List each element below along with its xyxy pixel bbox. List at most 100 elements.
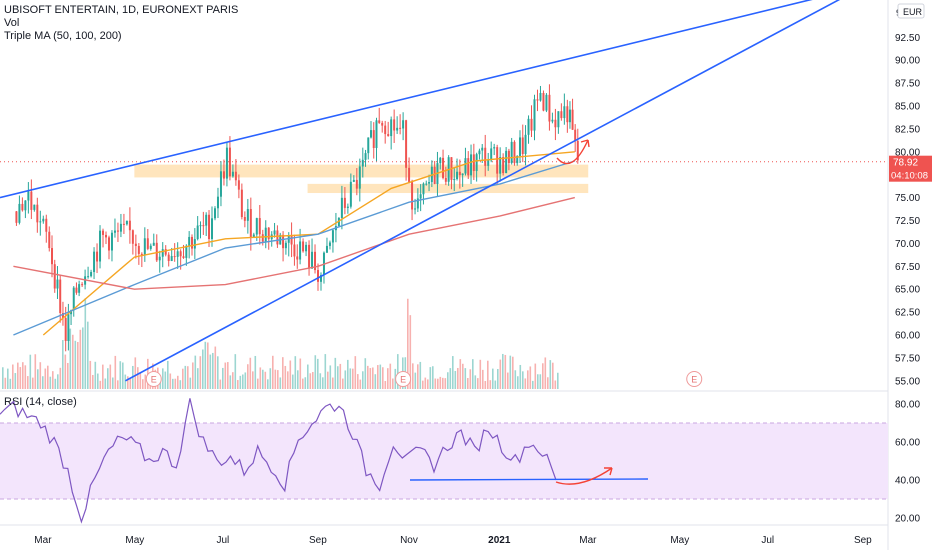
- volume-bar: [64, 354, 67, 389]
- candle-body: [439, 157, 442, 164]
- volume-bar: [227, 362, 229, 389]
- volume-bar: [199, 356, 202, 389]
- candle-body: [390, 119, 393, 137]
- volume-bar: [79, 329, 82, 389]
- earnings-marker-label: E: [151, 375, 157, 385]
- candle-body: [205, 214, 208, 226]
- price-tick-label: 82.50: [895, 124, 920, 135]
- candle-body: [78, 284, 81, 293]
- candle-body: [208, 214, 211, 240]
- volume-bar: [159, 380, 162, 389]
- volume-bar: [319, 373, 322, 389]
- volume-bar: [114, 355, 117, 389]
- candle-body: [87, 276, 90, 278]
- volume-bar: [59, 367, 62, 389]
- rsi-band: [0, 423, 888, 499]
- candle-body: [358, 166, 361, 189]
- volume-bar: [54, 378, 57, 389]
- volume-bar: [534, 363, 537, 389]
- volume-bar: [527, 370, 529, 389]
- candle-body: [461, 173, 464, 176]
- candle-body: [433, 166, 436, 185]
- volume-bar: [547, 377, 549, 389]
- volume-bar: [327, 371, 329, 389]
- volume-bar: [374, 374, 377, 389]
- candle-body: [237, 180, 240, 190]
- volume-bar: [484, 380, 487, 389]
- candle-body: [521, 137, 524, 155]
- volume-bar: [187, 366, 189, 389]
- volume-bar: [514, 370, 517, 389]
- candle-body: [176, 251, 179, 257]
- candle-body: [472, 154, 475, 171]
- candle-body: [533, 99, 536, 131]
- candle-body: [548, 94, 551, 122]
- price-tick-label: 70.00: [895, 239, 920, 250]
- volume-bar: [269, 368, 272, 389]
- candle-body: [372, 130, 375, 148]
- candle-body: [146, 238, 149, 249]
- candle-body: [96, 251, 99, 262]
- volume-bar: [229, 375, 232, 389]
- volume-bar: [369, 368, 372, 389]
- volume-bar: [212, 352, 214, 389]
- volume-bar: [407, 298, 409, 389]
- volume-bar: [294, 356, 297, 389]
- candle-body: [331, 230, 334, 243]
- candle-body: [539, 92, 542, 101]
- earnings-marker-2: [395, 371, 412, 387]
- rsi-line: [0, 398, 557, 524]
- volume-bar: [87, 321, 89, 389]
- volume-bar: [392, 378, 394, 389]
- volume-bar: [89, 360, 92, 389]
- candle-body: [107, 237, 110, 251]
- volume-bar: [209, 354, 212, 389]
- volume-bar: [9, 378, 12, 389]
- candle-body: [122, 223, 125, 225]
- volume-bar: [52, 371, 54, 389]
- candle-body: [196, 225, 199, 240]
- candle-body: [487, 160, 490, 166]
- candle-body: [530, 118, 533, 131]
- volume-bar: [482, 369, 484, 389]
- volume-bar: [409, 315, 412, 389]
- volume-bar: [267, 379, 269, 389]
- trendline-lower: [125, 0, 841, 382]
- candle-body: [125, 220, 128, 225]
- candle-body: [305, 244, 308, 252]
- candle-body: [246, 209, 249, 221]
- volume-bar: [542, 363, 544, 389]
- volume-bar: [274, 369, 277, 389]
- volume-bar: [137, 367, 139, 389]
- candle-body: [128, 220, 131, 231]
- volume-bar: [372, 367, 374, 389]
- time-tick-label: Sep: [854, 535, 872, 546]
- candle-body: [414, 208, 417, 210]
- volume-bar: [84, 298, 87, 389]
- candle-body: [158, 256, 161, 261]
- volume-bar: [434, 378, 437, 389]
- ma-label: Triple MA (50, 100, 200): [4, 30, 122, 42]
- volume-bar: [509, 355, 512, 389]
- candle-body: [231, 171, 234, 177]
- candle-body: [384, 125, 387, 135]
- volume-bar: [329, 365, 332, 389]
- candle-body: [131, 230, 134, 244]
- volume-label: Vol: [4, 17, 20, 29]
- volume-bar: [74, 340, 77, 389]
- candle-body: [137, 245, 140, 254]
- volume-bar: [124, 374, 127, 389]
- time-tick-label: Sep: [309, 535, 327, 546]
- volume-bar: [27, 376, 29, 389]
- rsi-tick-label: 80.00: [895, 400, 920, 411]
- volume-bar: [169, 373, 172, 389]
- volume-bar: [364, 358, 367, 389]
- rsi-support-line: [409, 478, 649, 481]
- volume-bar: [359, 379, 362, 389]
- price-tick-label: 60.00: [895, 331, 920, 342]
- volume-bar: [537, 374, 539, 389]
- candle-body: [299, 241, 302, 260]
- volume-bar: [462, 363, 464, 389]
- volume-bar: [29, 354, 32, 389]
